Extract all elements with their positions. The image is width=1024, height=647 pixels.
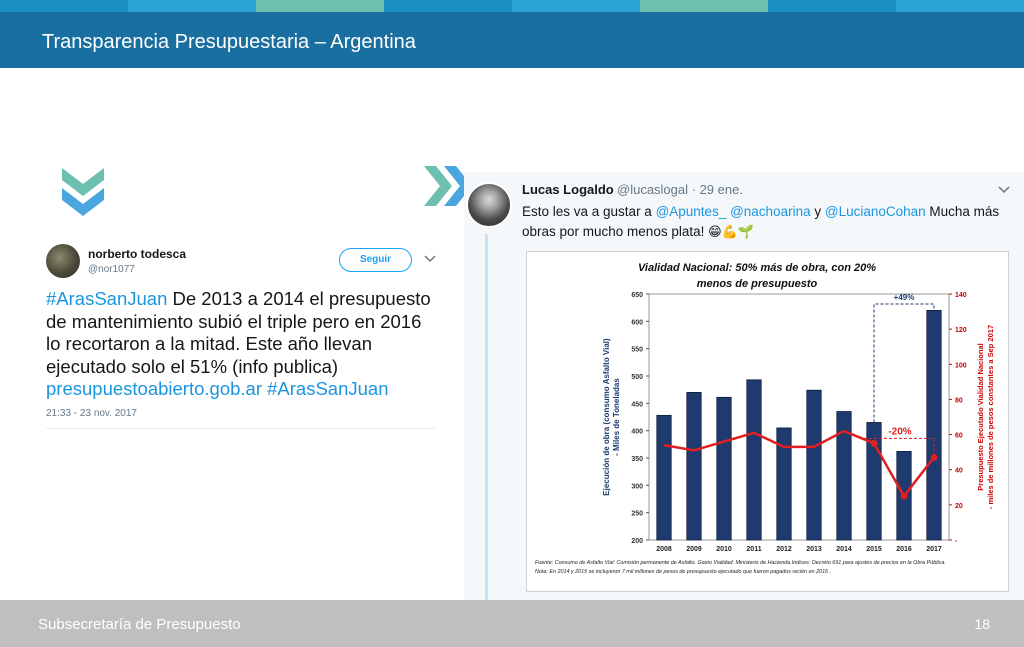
y-tick-label: 600	[631, 319, 643, 326]
thread-line	[485, 234, 488, 600]
color-stripe	[512, 0, 640, 12]
x-tick-label: 2017	[926, 546, 942, 553]
color-stripe	[128, 0, 256, 12]
bar	[716, 396, 732, 541]
tweet-text-part: Mucha más obras por mucho menos plata!	[522, 204, 1000, 239]
y-tick-label: 300	[631, 483, 643, 490]
avatar[interactable]	[466, 182, 512, 228]
slide-header: Transparencia Presupuestaria – Argentina	[0, 12, 1024, 68]
hashtag-link[interactable]: #ArasSanJuan	[261, 378, 389, 399]
tweet-author-handle[interactable]: @lucaslogal · 29 ene.	[617, 182, 743, 197]
y-tick-label: 500	[631, 374, 643, 381]
series-line	[663, 429, 935, 499]
x-tick-label: 2008	[656, 546, 672, 553]
avatar[interactable]	[46, 244, 80, 278]
chart-image[interactable]: Vialidad Nacional: 50% más de obra, con …	[526, 251, 1009, 592]
line-point	[930, 453, 938, 461]
y-right-tick-label: 140	[955, 292, 967, 299]
y-tick-label: 550	[631, 347, 643, 354]
y-axis-label: Ejecución de obra (consumo Asfalto Vial)	[602, 338, 611, 496]
annotation-down-bracket	[864, 437, 935, 458]
color-stripe	[256, 0, 384, 12]
x-tick-label: 2016	[896, 546, 912, 553]
line-point	[870, 439, 878, 447]
y-right-tick-label: 100	[955, 362, 967, 369]
tweet-author-name[interactable]: norberto todesca	[88, 247, 187, 261]
plot-area	[648, 293, 950, 541]
chevron-down-icon[interactable]	[424, 254, 436, 264]
y-right-tick-label: 120	[955, 327, 967, 334]
emoji-group: 😁💪🌱	[708, 225, 755, 240]
y-right-tick-label: 80	[955, 397, 963, 404]
tweet-lucas: Lucas Logaldo @lucaslogal · 29 ene. Esto…	[464, 172, 1024, 600]
y-right-tick-label: 60	[955, 433, 963, 440]
tweet-author-handle[interactable]: @nor1077	[88, 264, 135, 275]
annotation-up-label: +49%	[894, 293, 915, 302]
x-tick-label: 2013	[806, 546, 822, 553]
tweet-body: De 2013 a 2014 el presupuesto de manteni…	[46, 288, 431, 377]
tweet-text: Esto les va a gustar a @Apuntes_ @nachoa…	[522, 202, 1002, 243]
tweet-text-part: y	[810, 204, 825, 219]
bar	[746, 379, 762, 541]
page-number: 18	[974, 616, 990, 632]
tweet-text-part: Esto les va a gustar a	[522, 204, 656, 219]
chart-source-note: Fuente: Consumo de Asfalto Vial: Comisió…	[535, 560, 946, 566]
x-tick-label: 2011	[746, 546, 761, 553]
bar	[686, 391, 702, 541]
x-tick-label: 2014	[836, 546, 852, 553]
y-right-tick-label: 20	[955, 503, 963, 510]
chart: Vialidad Nacional: 50% más de obra, con …	[535, 262, 995, 575]
mention-link[interactable]: @nachoarina	[726, 204, 811, 219]
bar	[926, 310, 942, 541]
bar	[776, 427, 792, 541]
bar	[806, 389, 822, 541]
chart-title: menos de presupuesto	[697, 278, 818, 290]
mention-link[interactable]: @LucianoCohan	[824, 204, 926, 219]
color-stripe	[768, 0, 896, 12]
line-point	[900, 492, 908, 500]
y-right-tick-label: 40	[955, 468, 963, 475]
chart-source-note: Nota: En 2014 y 2015 se incluyeron 7 mil…	[535, 569, 831, 575]
hashtag-link[interactable]: #ArasSanJuan	[46, 288, 168, 309]
bar	[836, 411, 852, 541]
y-axis-label: - Miles de Toneladas	[612, 378, 621, 456]
x-tick-label: 2009	[686, 546, 702, 553]
slide-footer: Subsecretaría de Presupuesto 18	[0, 600, 1024, 647]
annotation-up-bracket	[873, 303, 935, 423]
color-stripe	[896, 0, 1024, 12]
tweet-author-name[interactable]: Lucas Logaldo	[522, 182, 614, 197]
x-tick-label: 2010	[716, 546, 732, 553]
footer-text: Subsecretaría de Presupuesto	[38, 616, 241, 633]
y-tick-label: 650	[631, 292, 643, 299]
y-right-axis-label: - miles de millones de pesos constantes …	[986, 325, 995, 509]
mention-link[interactable]: @Apuntes_	[655, 204, 727, 219]
y-tick-label: 200	[631, 538, 643, 545]
divider	[46, 428, 436, 429]
chart-title: Vialidad Nacional: 50% más de obra, con …	[638, 262, 876, 274]
y-tick-label: 350	[631, 456, 643, 463]
follow-button[interactable]: Seguir	[339, 248, 412, 272]
y-right-tick-label: -	[955, 538, 958, 545]
x-tick-label: 2012	[776, 546, 792, 553]
top-color-stripes	[0, 0, 1024, 12]
y-tick-label: 450	[631, 401, 643, 408]
bar	[656, 414, 672, 541]
slide-title: Transparencia Presupuestaria – Argentina	[42, 31, 416, 53]
url-link[interactable]: presupuestoabierto.gob.ar	[46, 378, 262, 399]
annotation-down-label: -20%	[888, 426, 911, 437]
y-tick-label: 250	[631, 511, 643, 518]
color-stripe	[0, 0, 128, 12]
chevron-down-icon[interactable]	[998, 186, 1010, 195]
tweet-text: #ArasSanJuan De 2013 a 2014 el presupues…	[46, 288, 438, 401]
tweet-norberto: norberto todesca @nor1077 Seguir #ArasSa…	[40, 232, 440, 432]
y-right-axis-label: Presupuesto Ejecutado Vialidad Nacional	[976, 343, 985, 490]
y-tick-label: 400	[631, 429, 643, 436]
color-stripe	[384, 0, 512, 12]
x-tick-label: 2015	[866, 546, 882, 553]
chevron-down-double-icon	[62, 168, 104, 216]
tweet-timestamp[interactable]: 21:33 - 23 nov. 2017	[46, 408, 137, 419]
color-stripe	[640, 0, 768, 12]
